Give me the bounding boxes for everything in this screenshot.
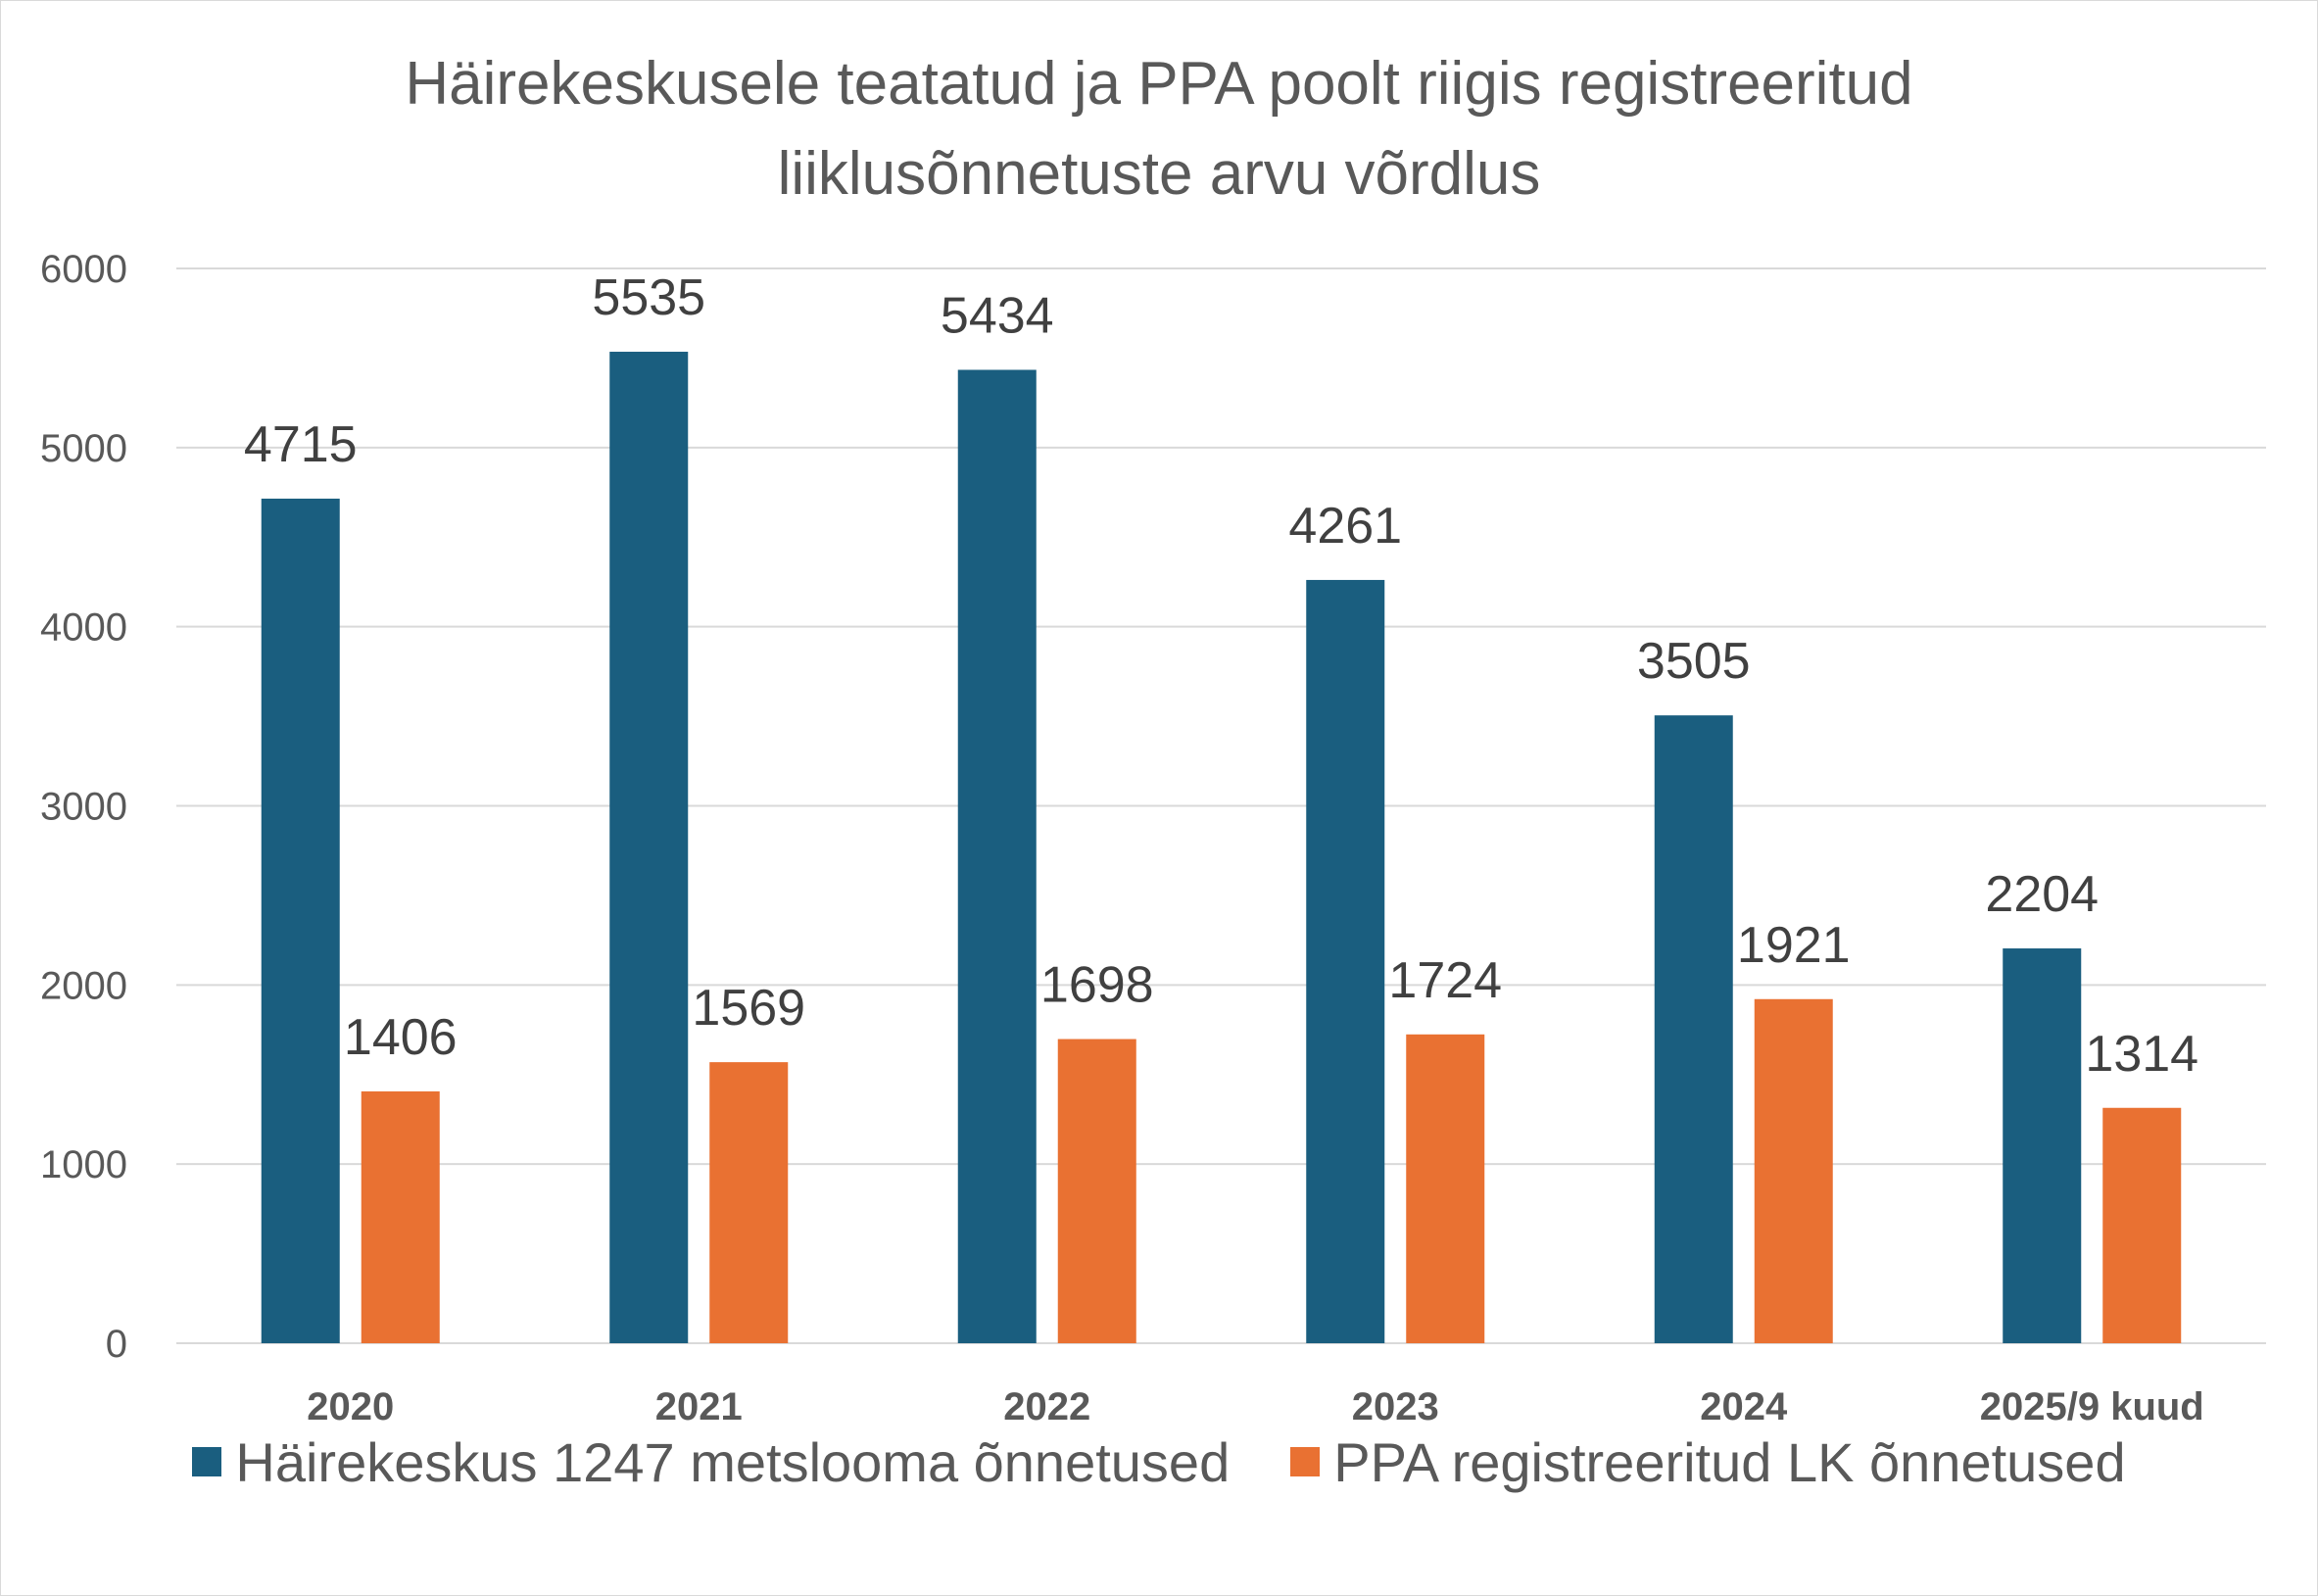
data-label-series0-2021: 5535	[592, 269, 705, 326]
data-label-series0-2022: 5434	[941, 287, 1054, 344]
bar-series0-2021	[609, 352, 689, 1344]
gridlines	[176, 267, 2266, 1344]
chart-title-line-1: Häirekeskusele teatatud ja PPA poolt rii…	[405, 50, 1913, 118]
bar-series0-2022	[957, 369, 1037, 1344]
data-label-series1-2022: 1698	[1040, 957, 1154, 1014]
x-tick-label-2020: 2020	[307, 1385, 394, 1428]
data-label-series0-2020: 4715	[244, 416, 358, 473]
x-tick-label-2021: 2021	[655, 1385, 743, 1428]
data-label-series0-2024: 3505	[1637, 633, 1751, 690]
x-tick-label-2024: 2024	[1700, 1385, 1788, 1428]
y-tick-label-5000: 5000	[40, 427, 127, 470]
data-label-series1-2024: 1921	[1737, 917, 1851, 974]
bar-series0-2024	[1654, 715, 1733, 1343]
x-tick-label-2025-9-kuud: 2025/9 kuud	[1980, 1385, 2204, 1428]
legend-label-hairekeskus: Häirekeskus 1247 metslooma õnnetused	[235, 1430, 1231, 1493]
x-axis-labels: 2020 2021 2022 2023 2024 2025/9 kuud	[307, 1385, 2204, 1428]
bar-series1-2020	[361, 1090, 440, 1343]
legend-swatch-hairekeskus	[192, 1447, 222, 1476]
legend-swatch-ppa	[1290, 1447, 1321, 1476]
legend-label-ppa: PPA registreeritud LK õnnetused	[1333, 1430, 2126, 1493]
bar-series1-2023	[1406, 1034, 1485, 1343]
chart-title-line-2: liiklusõnnetuste arvu võrdlus	[777, 140, 1541, 208]
bar-series0-2025-9-kuud	[2003, 948, 2082, 1343]
legend-item-ppa: PPA registreeritud LK õnnetused	[1290, 1430, 2126, 1494]
y-tick-label-1000: 1000	[40, 1143, 127, 1186]
y-tick-label-4000: 4000	[40, 606, 127, 650]
data-label-series1-2021: 1569	[692, 980, 805, 1037]
bar-series0-2023	[1306, 579, 1385, 1343]
data-label-series0-2025-9-kuud: 2204	[1985, 866, 2099, 923]
data-label-series1-2020: 1406	[344, 1009, 458, 1066]
data-label-series0-2023: 4261	[1288, 498, 1402, 555]
y-axis-ticks: 0 1000 2000 3000 4000 5000 6000	[40, 248, 127, 1366]
bar-series1-2022	[1057, 1039, 1136, 1343]
chart-title: Häirekeskusele teatatud ja PPA poolt rii…	[0, 39, 2318, 219]
y-tick-label-3000: 3000	[40, 786, 127, 829]
x-tick-label-2023: 2023	[1352, 1385, 1439, 1428]
bar-series1-2024	[1754, 998, 1833, 1343]
y-tick-label-0: 0	[106, 1323, 127, 1366]
legend-item-hairekeskus: Häirekeskus 1247 metslooma õnnetused	[192, 1430, 1230, 1494]
y-tick-label-6000: 6000	[40, 248, 127, 291]
bars	[261, 352, 2182, 1344]
x-tick-label-2022: 2022	[1003, 1385, 1090, 1428]
data-label-series1-2025-9-kuud: 1314	[2085, 1026, 2198, 1083]
bar-series1-2025-9-kuud	[2102, 1107, 2182, 1343]
y-tick-label-2000: 2000	[40, 964, 127, 1007]
data-labels: 4715 1406 5535 1569 5434 1698 4261 1724 3505 1921…	[244, 269, 2198, 1083]
data-label-series1-2023: 1724	[1388, 952, 1502, 1009]
legend: Häirekeskus 1247 metslooma õnnetused PPA…	[0, 1423, 2318, 1501]
bar-series0-2020	[261, 498, 340, 1344]
bar-series1-2021	[709, 1062, 789, 1343]
